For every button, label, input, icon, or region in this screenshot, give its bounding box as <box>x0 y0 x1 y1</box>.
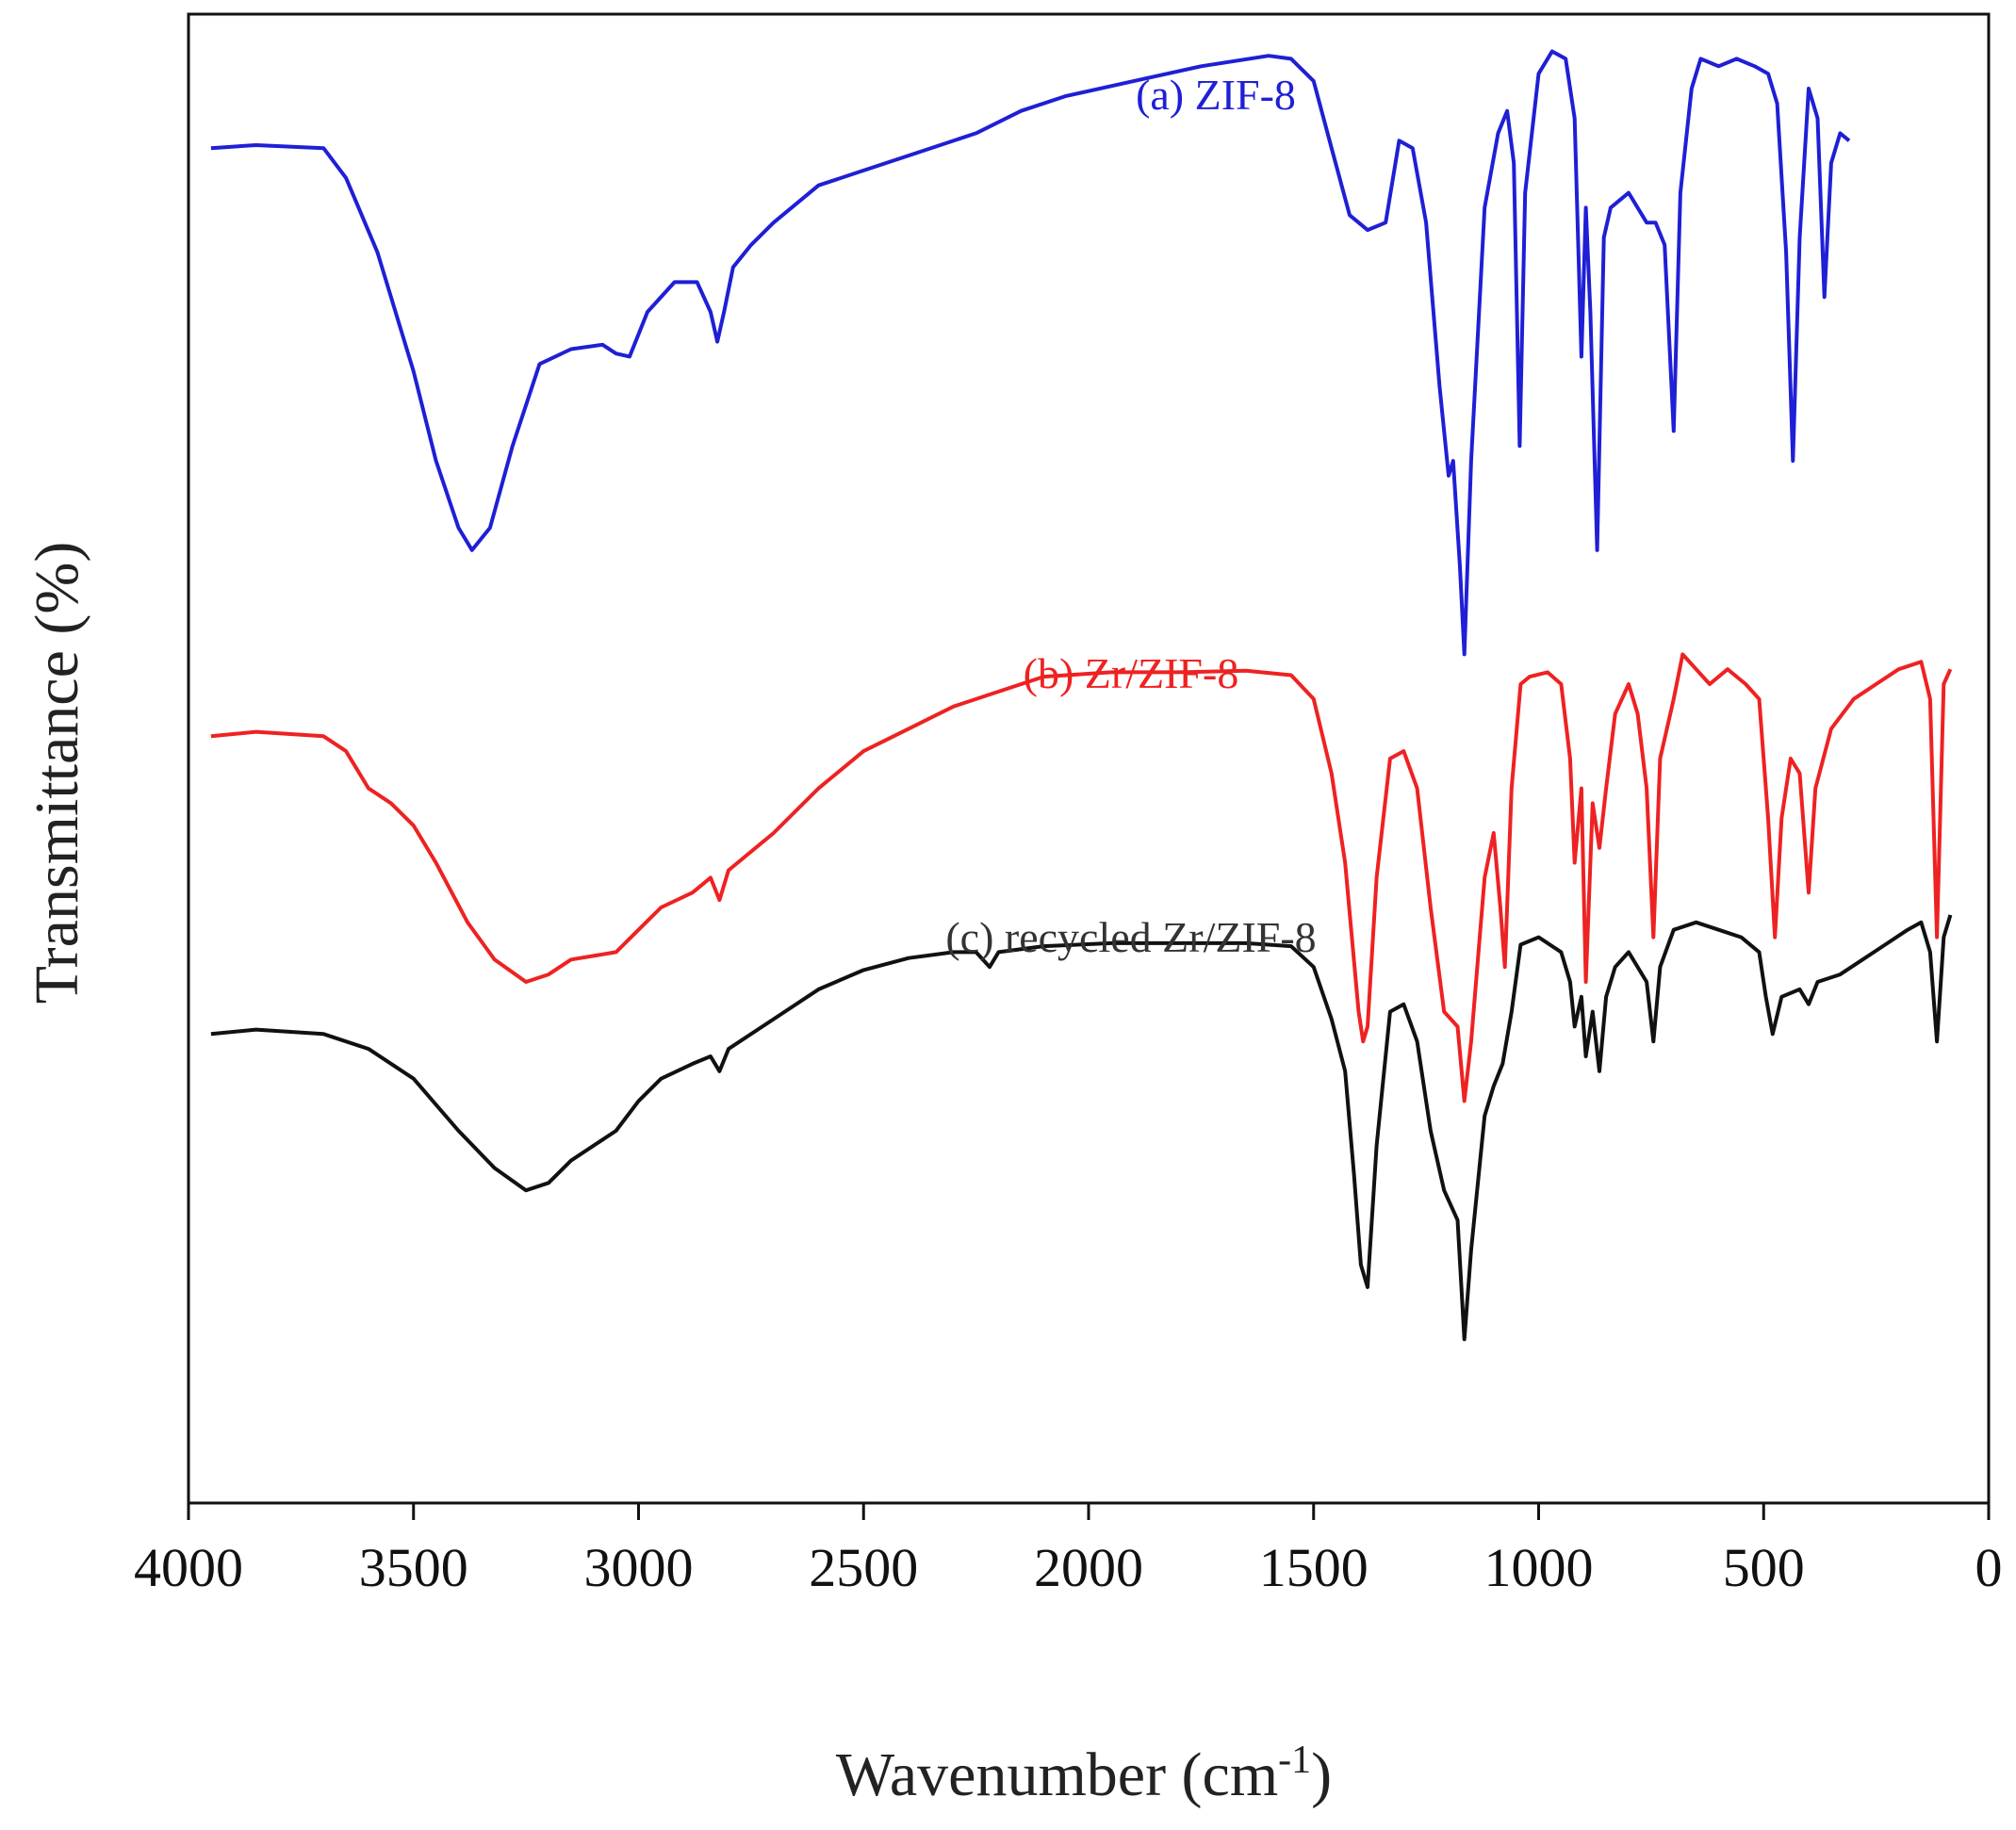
series-group <box>210 49 1953 1342</box>
x-tick-label: 1500 <box>1259 1537 1369 1598</box>
x-axis-title-superscript: -1 <box>1278 1739 1311 1782</box>
x-tick-label: 3500 <box>359 1537 468 1598</box>
series-label-b: (b) Zr/ZIF-8 <box>1024 649 1239 697</box>
x-tick-label: 3000 <box>584 1537 694 1598</box>
x-axis-title-close: ) <box>1311 1740 1332 1809</box>
x-tick-label: 4000 <box>134 1537 243 1598</box>
x-tick-label: 2000 <box>1034 1537 1143 1598</box>
x-axis-title-main: Wavenumber (cm <box>836 1740 1278 1809</box>
plot-frame <box>187 12 1991 1505</box>
series-label-a: (c) recycled Zr/ZIF-8 <box>945 913 1316 961</box>
series-label-c: (a) ZIF-8 <box>1136 71 1296 119</box>
series-line-b <box>210 652 1953 1103</box>
x-axis-ticks: 4000 3500 3000 2500 2000 1500 1000 500 0 <box>134 1503 2003 1598</box>
x-tick-label: 1000 <box>1484 1537 1594 1598</box>
x-tick-label: 2500 <box>809 1537 918 1598</box>
x-tick-label: 0 <box>1975 1537 2003 1598</box>
series-line-c <box>210 914 1953 1342</box>
x-tick-label: 500 <box>1723 1537 1805 1598</box>
series-line-a <box>210 49 1851 657</box>
y-axis-title: Transmittance (%) <box>23 542 91 1005</box>
x-axis-title: Wavenumber (cm-1) <box>836 1739 1332 1809</box>
